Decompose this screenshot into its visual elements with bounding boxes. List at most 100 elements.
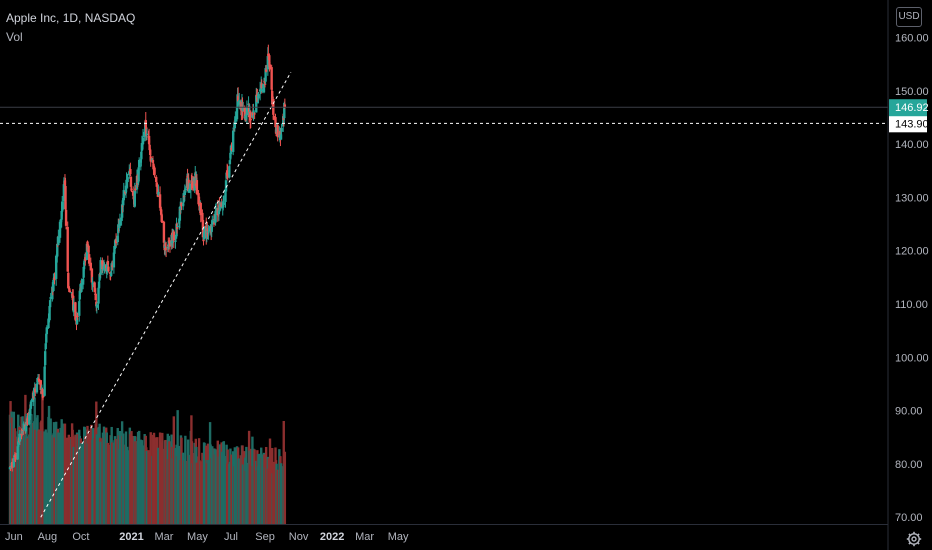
candle-body (247, 103, 250, 105)
last-price-label: 146.92 (895, 102, 929, 114)
candle-body (261, 89, 264, 92)
volume-bar (230, 454, 233, 524)
volume-bar (111, 442, 114, 524)
x-tick-label: Sep (255, 531, 275, 543)
candle-body (61, 201, 64, 212)
candle-body (183, 191, 187, 196)
volume-bar (249, 448, 252, 524)
candle-body (87, 254, 91, 264)
x-tick-label: 2022 (320, 531, 344, 543)
candle-body (144, 121, 147, 134)
volume-bar (34, 429, 37, 524)
candle-body (283, 102, 286, 119)
volume-bar (222, 441, 226, 524)
volume-bar (84, 436, 87, 524)
candle-body (189, 183, 193, 191)
candle-body (174, 240, 177, 242)
candle-body (13, 455, 17, 458)
candle-body (94, 293, 97, 301)
candle-body (133, 190, 136, 207)
candle-body (147, 135, 151, 144)
candle-body (57, 236, 60, 246)
candle-body (39, 380, 42, 390)
candle-body (158, 194, 162, 208)
candle-body (182, 193, 185, 203)
candles (8, 44, 287, 472)
candle-body (137, 167, 140, 182)
candle-body (176, 225, 179, 227)
candle-body (201, 212, 204, 222)
candle-body (95, 304, 99, 308)
candle-body (117, 224, 120, 234)
candle-body (149, 156, 152, 161)
candle-body (20, 433, 23, 435)
candle-body (234, 116, 237, 125)
candle-body (10, 461, 14, 468)
candle-body (283, 104, 287, 108)
candle-body (30, 400, 33, 402)
candle-body (280, 127, 283, 132)
candle-body (60, 210, 63, 220)
candle-body (126, 177, 129, 182)
volume-bar (107, 444, 110, 524)
volume-bar (80, 443, 83, 524)
candle-body (181, 203, 185, 206)
gear-icon[interactable] (906, 531, 922, 547)
candle-body (197, 193, 200, 205)
drawing-lines (0, 71, 888, 518)
candle-body (166, 246, 169, 249)
candle-body (163, 246, 167, 249)
volume-bar (218, 444, 222, 524)
volume-bar (126, 450, 129, 524)
candle-body (43, 366, 46, 396)
horizontal-line-label-box (889, 115, 927, 133)
candle-body (45, 327, 49, 335)
candle-body (130, 188, 133, 190)
candle-body (172, 231, 176, 241)
candle-body (67, 286, 71, 289)
candle-body (14, 457, 18, 459)
candle-body (178, 218, 181, 224)
candle-body (90, 268, 94, 283)
candle-body (95, 301, 98, 307)
volume-label: Vol (6, 30, 23, 44)
candle-body (159, 206, 162, 210)
candle-body (93, 282, 96, 293)
candle-body (252, 112, 256, 114)
candle-body (143, 131, 146, 138)
candle-body (230, 148, 233, 150)
volume-bar (68, 436, 72, 524)
candle-body (63, 180, 67, 186)
candle-body (25, 424, 28, 426)
candle-body (48, 306, 51, 321)
volume-bar (276, 469, 279, 524)
candle-body (268, 62, 271, 64)
y-tick-label: 110.00 (895, 299, 928, 311)
candle-body (228, 160, 232, 165)
chart-legend: Apple Inc, 1D, NASDAQ Vol (6, 9, 135, 47)
candle-body (267, 53, 270, 57)
volume-bar (91, 428, 95, 524)
candle-body (64, 185, 67, 210)
volume-bar (188, 454, 191, 524)
candle-body (97, 281, 101, 289)
x-tick-label: 2021 (119, 531, 143, 543)
candle-body (263, 83, 267, 85)
currency-button[interactable]: USD (896, 7, 922, 27)
volume-bar (41, 436, 45, 524)
candle-body (105, 267, 108, 273)
candle-body (37, 378, 41, 382)
candle-body (282, 116, 285, 127)
candle-body (247, 105, 251, 118)
candle-body (16, 446, 19, 460)
candle-body (136, 181, 140, 183)
volume-bar (95, 434, 99, 524)
candle-body (252, 110, 255, 113)
volume-bar (14, 437, 18, 524)
volume-bar (199, 461, 202, 524)
candle-body (68, 290, 72, 293)
candle-body (134, 188, 137, 190)
x-tick-label: May (388, 531, 409, 543)
candle-body (253, 113, 256, 115)
